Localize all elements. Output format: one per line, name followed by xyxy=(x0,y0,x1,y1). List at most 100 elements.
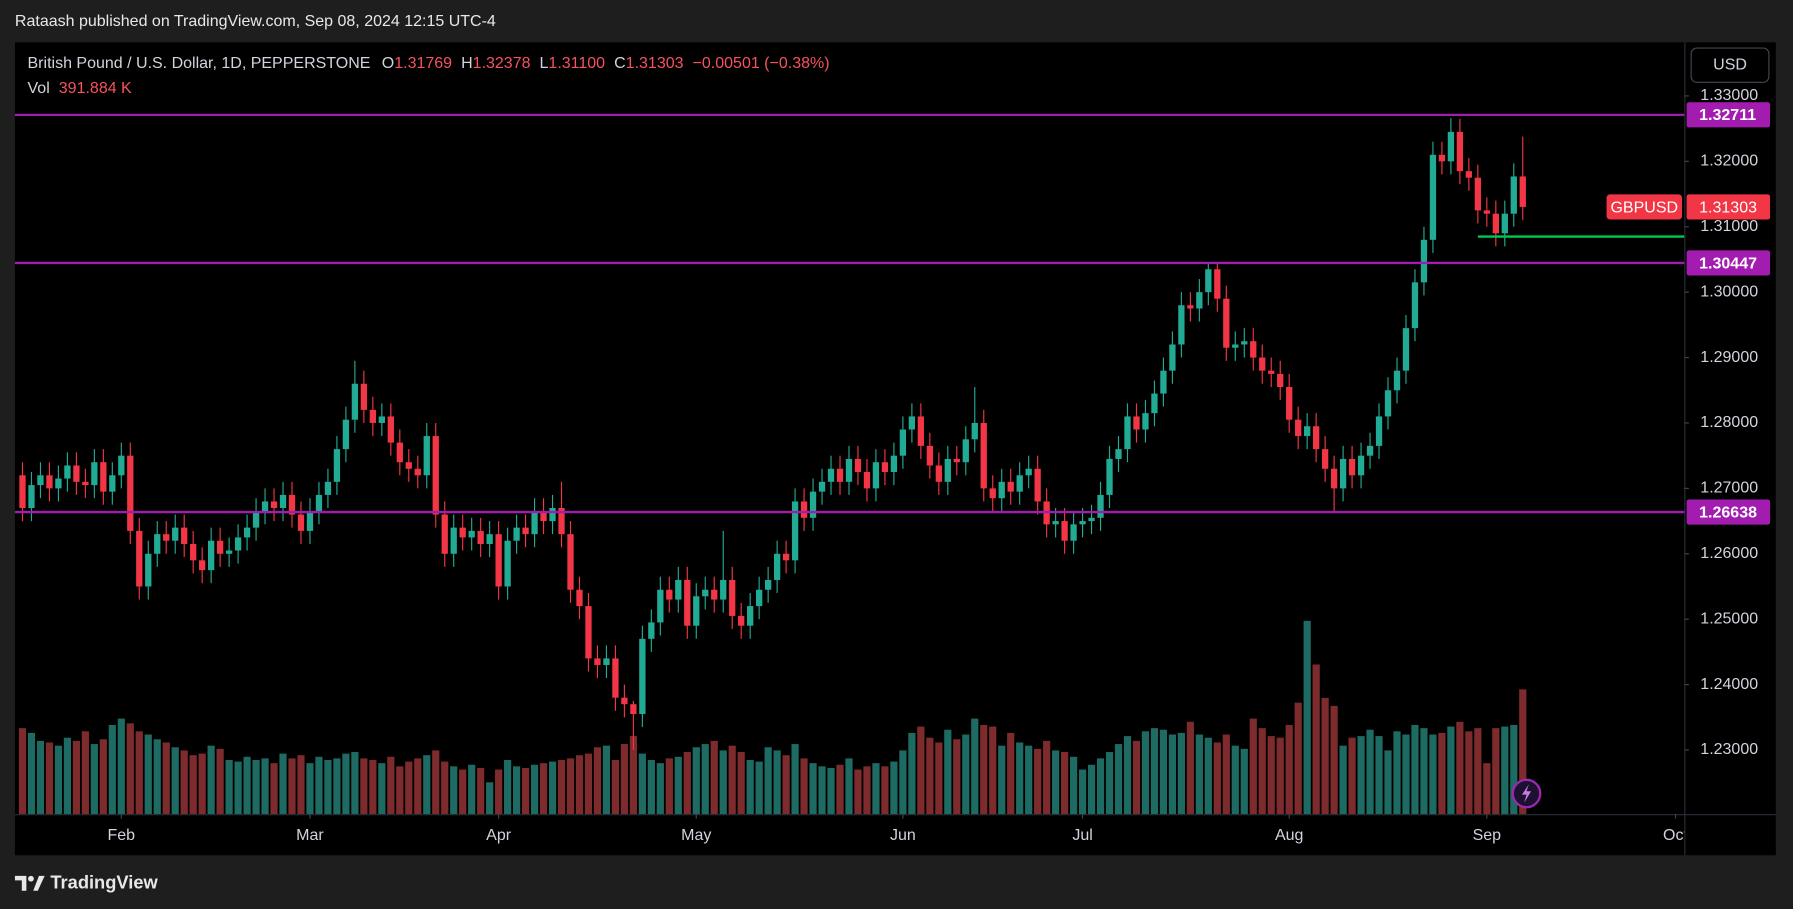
volume-bar xyxy=(45,742,54,815)
candle-body xyxy=(1286,386,1293,420)
volume-bar xyxy=(1043,740,1051,815)
candle-body xyxy=(666,589,673,600)
candle-body xyxy=(657,589,664,623)
candle-body xyxy=(1205,269,1212,293)
candle-body xyxy=(324,481,332,495)
currency-label: USD xyxy=(1713,56,1747,73)
candle-body xyxy=(1250,341,1257,358)
candle-body xyxy=(729,579,736,616)
volume-bar xyxy=(1177,732,1185,815)
candle-body xyxy=(702,589,709,597)
volume-legend-name: Vol xyxy=(28,80,50,97)
volume-bar xyxy=(656,763,664,815)
candle-body xyxy=(1429,154,1437,240)
volume-bar xyxy=(1276,737,1284,815)
candle-body xyxy=(558,507,565,535)
volume-bar xyxy=(351,752,359,815)
volume-bar xyxy=(72,740,80,815)
candle-body xyxy=(971,422,978,440)
candle-body xyxy=(378,416,385,423)
candle-body xyxy=(504,540,511,587)
candle-body xyxy=(351,383,359,420)
volume-bar xyxy=(1411,724,1419,815)
volume-bar xyxy=(719,750,727,815)
logo-part xyxy=(33,875,45,891)
candle-body xyxy=(333,449,341,482)
candle-body xyxy=(109,475,116,492)
x-tick-label: Apr xyxy=(486,827,512,844)
volume-bar xyxy=(1087,764,1096,815)
volume-bar xyxy=(207,745,215,815)
candle-body xyxy=(809,491,817,518)
candle-body xyxy=(899,429,907,456)
candle-body xyxy=(118,455,125,476)
candle-body xyxy=(603,658,610,665)
volume-bar xyxy=(1474,728,1482,815)
candle-body xyxy=(46,475,53,489)
x-tick-label: Feb xyxy=(108,827,136,844)
volume-bar xyxy=(620,744,628,815)
candle-body xyxy=(1357,455,1365,476)
candle-body xyxy=(800,501,808,518)
volume-bar xyxy=(1510,724,1518,815)
candle-body xyxy=(791,501,799,561)
volume-bar xyxy=(261,758,269,815)
volume-bar xyxy=(872,763,880,815)
volume-bar xyxy=(1078,769,1087,815)
candle-body xyxy=(1492,213,1499,234)
candle-body xyxy=(154,534,161,554)
candle-body xyxy=(1016,475,1023,492)
volume-bar xyxy=(800,758,808,815)
candle-body xyxy=(297,514,305,531)
candle-body xyxy=(953,458,960,463)
candle-body xyxy=(926,445,933,466)
volume-bar xyxy=(602,745,611,815)
candle-body xyxy=(37,475,44,486)
volume-bar xyxy=(315,756,323,815)
volume-bar xyxy=(63,737,72,815)
candle-body xyxy=(863,472,871,489)
candle-body xyxy=(19,475,26,508)
candle-body xyxy=(342,419,350,450)
volume-bar xyxy=(387,756,395,815)
level-layer: 1.32711 1.30447 1.26638 GBPUSD 1.31303 xyxy=(14,102,1771,525)
candle-body xyxy=(890,455,898,473)
volume-bar xyxy=(1231,745,1239,815)
volume-bar xyxy=(1393,731,1401,815)
candle-body xyxy=(944,458,951,482)
volume-bar xyxy=(1052,750,1060,815)
candle-body xyxy=(1438,154,1446,162)
volume-bar xyxy=(1483,763,1491,815)
volume-bar xyxy=(1303,620,1311,815)
volume-bar xyxy=(432,750,440,815)
volume-bar xyxy=(1429,734,1437,815)
legend-close-value: 1.31303 xyxy=(626,55,684,72)
candle-body xyxy=(208,540,215,571)
x-tick-label: Aug xyxy=(1275,827,1303,844)
volume-bar xyxy=(225,759,233,815)
x-tick-label: Jun xyxy=(890,827,916,844)
candle-body xyxy=(315,494,323,512)
volume-bar xyxy=(144,734,152,815)
volume-bar xyxy=(1186,721,1194,815)
alert-icon[interactable] xyxy=(1511,778,1542,809)
candle-body xyxy=(1061,521,1068,541)
volume-bar xyxy=(728,745,736,815)
volume-bar xyxy=(917,726,925,815)
volume-bar xyxy=(27,732,36,815)
currency-button[interactable] xyxy=(1690,47,1770,83)
candle-body xyxy=(980,422,987,489)
candle-body xyxy=(432,436,439,515)
volume-bar xyxy=(890,761,898,815)
candle-body xyxy=(396,442,403,463)
legend-change: −0.00501 (−0.38%) xyxy=(693,55,830,72)
volume-bar xyxy=(279,753,287,815)
candle-body xyxy=(1259,357,1266,371)
volume-bar xyxy=(378,763,386,815)
candle-body xyxy=(199,560,206,571)
candle-body xyxy=(1187,305,1194,309)
volume-bar xyxy=(171,747,179,815)
y-tick-label: 1.27000 xyxy=(1700,480,1758,497)
volume-bar xyxy=(360,758,368,815)
